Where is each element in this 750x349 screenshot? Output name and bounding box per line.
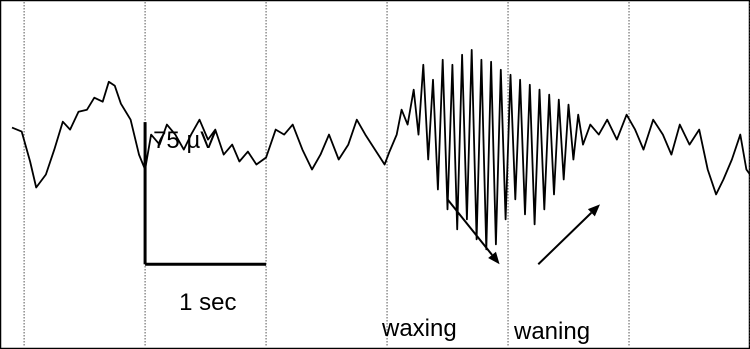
scale-bar-amplitude-label: 75 µV: [153, 127, 216, 154]
waning-arrow: [537, 212, 593, 265]
trace-layer: [11, 49, 750, 251]
waxing-label: waxing: [381, 315, 457, 342]
waxing-arrow: [446, 198, 493, 256]
annotations: waxing waning: [381, 198, 600, 345]
scale-bar-time-label: 1 sec: [179, 289, 236, 316]
eeg-trace: [11, 49, 750, 251]
scale-bar: 75 µV 1 sec: [143, 122, 267, 316]
waxing-arrow-head: [488, 251, 500, 265]
time-gridlines: [23, 2, 750, 347]
waning-arrow-head: [587, 204, 600, 217]
waning-label: waning: [513, 318, 590, 345]
